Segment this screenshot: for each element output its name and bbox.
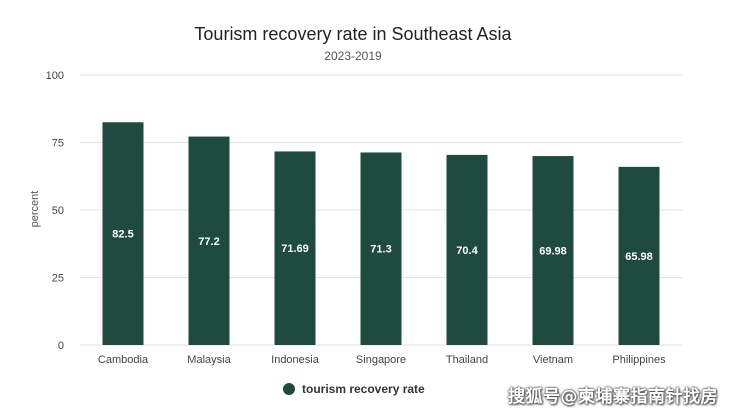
watermark: 搜狐号@柬埔寨指南针找房: [508, 387, 718, 407]
y-axis-label: percent: [29, 191, 41, 228]
bar[interactable]: [618, 166, 660, 345]
chart-title: Tourism recovery rate in Southeast Asia: [194, 24, 512, 44]
legend-label: tourism recovery rate: [302, 382, 425, 396]
y-axis-ticks: 0 25 50 75 100: [46, 70, 64, 352]
y-tick-label: 75: [52, 138, 64, 150]
bars: [102, 122, 660, 345]
legend-swatch: [283, 383, 295, 395]
x-tick-label: Vietnam: [533, 354, 573, 366]
y-tick-label: 0: [58, 340, 64, 352]
x-tick-label: Philippines: [612, 354, 666, 366]
bar[interactable]: [446, 154, 488, 345]
bar[interactable]: [360, 152, 402, 345]
bar-value-label: 70.4: [456, 245, 478, 257]
x-axis-ticks: Cambodia Malaysia Indonesia Singapore Thaila…: [98, 354, 666, 366]
legend[interactable]: tourism recovery rate: [283, 382, 425, 396]
x-tick-label: Malaysia: [187, 354, 231, 366]
bar[interactable]: [532, 156, 574, 345]
y-tick-label: 100: [46, 70, 64, 82]
bar-value-label: 69.98: [539, 246, 567, 258]
bar[interactable]: [188, 136, 230, 345]
x-tick-label: Thailand: [446, 354, 488, 366]
y-tick-label: 50: [52, 205, 64, 217]
bar-value-label: 71.3: [370, 244, 391, 256]
bar[interactable]: [274, 151, 316, 345]
bar-value-label: 71.69: [281, 243, 309, 255]
chart-subtitle: 2023-2019: [324, 49, 382, 63]
bar-value-label: 77.2: [198, 236, 219, 248]
x-tick-label: Singapore: [356, 354, 406, 366]
y-tick-label: 25: [52, 273, 64, 285]
x-tick-label: Cambodia: [98, 354, 149, 366]
bar-value-label: 82.5: [112, 229, 133, 241]
bar[interactable]: [102, 122, 144, 345]
bar-value-label: 65.98: [625, 251, 653, 263]
data-labels: 82.5 77.2 71.69 71.3 70.4 69.98 65.98: [112, 228, 653, 263]
x-tick-label: Indonesia: [271, 354, 320, 366]
